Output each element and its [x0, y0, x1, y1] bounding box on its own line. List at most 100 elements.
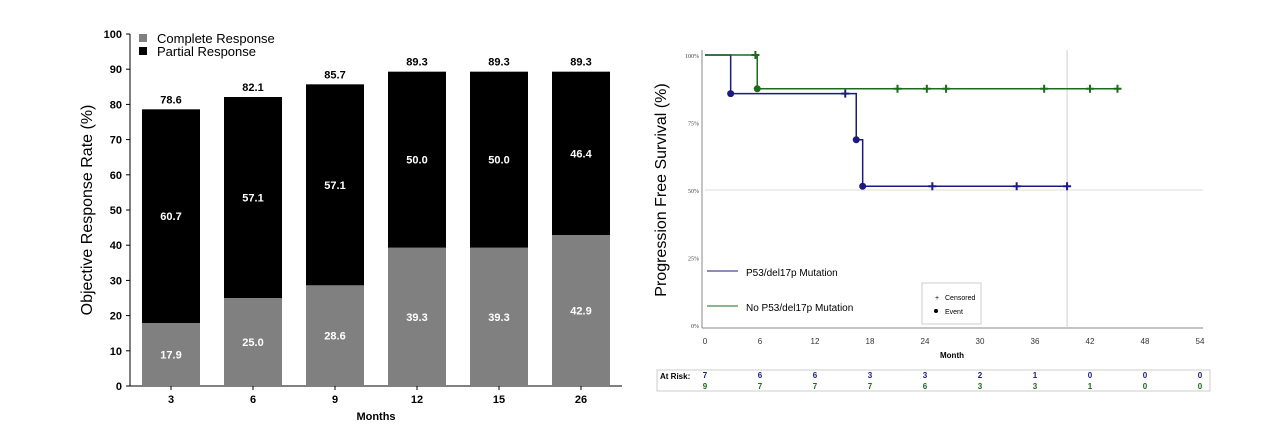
legend-swatch: [139, 47, 147, 55]
event-marker: [859, 182, 867, 190]
data-label: 28.6: [324, 331, 345, 343]
data-label: 42.9: [570, 305, 591, 317]
y-tick-label: 70: [110, 135, 122, 147]
x-tick-label: 6: [758, 337, 763, 346]
total-label: 78.6: [160, 94, 181, 106]
x-tick-label: 0: [703, 337, 708, 346]
total-label: 82.1: [242, 82, 263, 94]
total-label: 89.3: [488, 57, 509, 69]
bar-complete: [306, 285, 364, 386]
data-label: 39.3: [488, 312, 509, 324]
x-tick-label: 30: [976, 337, 985, 346]
censored-marker: [942, 84, 951, 93]
bar-partial: [552, 71, 610, 235]
at-risk-value: 9: [703, 382, 708, 391]
data-label: 25.0: [242, 337, 263, 349]
x-tick-label: 6: [250, 394, 256, 406]
data-label: 50.0: [406, 155, 427, 167]
at-risk-value: 3: [868, 371, 873, 380]
y-tick-label: 0: [116, 381, 122, 393]
censored-marker: [1012, 182, 1021, 191]
legend-label: P53/del17p Mutation: [746, 268, 838, 279]
bar-complete: [224, 298, 282, 386]
marker-legend-event: Event: [945, 309, 963, 316]
censored-marker: [1040, 84, 1049, 93]
data-label: 57.1: [242, 193, 263, 205]
y-tick-label: 50: [110, 205, 122, 217]
y-tick-label: 100: [104, 29, 122, 41]
y-tick-label: 25%: [688, 257, 699, 263]
censored-marker: [751, 51, 760, 59]
bar-complete: [470, 247, 528, 386]
censored-marker: [922, 84, 931, 93]
at-risk-value: 6: [813, 371, 818, 380]
legend-label: No P53/del17p Mutation: [746, 303, 853, 314]
censored-marker: [893, 84, 902, 93]
at-risk-value: 7: [758, 382, 763, 391]
y-tick-label: 50%: [688, 189, 699, 195]
x-axis-title: Months: [356, 411, 395, 423]
data-label: 39.3: [406, 312, 427, 324]
x-tick-label: 18: [866, 337, 875, 346]
y-tick-label: 10: [110, 346, 122, 358]
x-tick-label: 48: [1141, 337, 1150, 346]
data-label: 17.9: [160, 349, 181, 361]
y-tick-label: 60: [110, 170, 122, 182]
y-tick-label: 20: [110, 311, 122, 323]
legend-label: Partial Response: [157, 44, 256, 59]
y-tick-label: 100%: [685, 54, 699, 60]
y-tick-label: 80: [110, 99, 122, 111]
at-risk-value: 3: [1033, 382, 1038, 391]
at-risk-value: 0: [1143, 382, 1148, 391]
at-risk-value: 7: [703, 371, 708, 380]
x-tick-label: 9: [332, 394, 338, 406]
x-tick-label: 3: [168, 394, 174, 406]
y-tick-label: 40: [110, 240, 122, 252]
at-risk-value: 1: [1033, 371, 1038, 380]
event-marker: [852, 136, 860, 144]
bar-complete: [388, 247, 446, 386]
bar-partial: [470, 71, 528, 248]
at-risk-table: [656, 369, 1211, 392]
y-tick-label: 30: [110, 275, 122, 287]
at-risk-value: 6: [758, 371, 763, 380]
at-risk-value: 0: [1198, 371, 1203, 380]
bar-partial: [306, 84, 364, 286]
x-tick-label: 12: [411, 394, 423, 406]
bar-complete: [142, 322, 200, 386]
x-tick-label: 24: [921, 337, 930, 346]
event-symbol: [934, 309, 938, 313]
at-risk-value: 7: [813, 382, 818, 391]
marker-legend-box: [921, 282, 982, 325]
total-label: 85.7: [324, 69, 345, 81]
event-marker: [753, 85, 761, 93]
event-marker: [727, 90, 735, 98]
data-label: 46.4: [570, 148, 592, 160]
x-tick-label: 42: [1086, 337, 1095, 346]
y-axis-title: Objective Response Rate (%): [79, 105, 96, 316]
at-risk-value: 2: [978, 371, 983, 380]
at-risk-value: 3: [923, 371, 928, 380]
at-risk-label: At Risk:: [660, 372, 690, 381]
at-risk-value: 6: [923, 382, 928, 391]
total-label: 89.3: [570, 57, 591, 69]
bar-partial: [388, 71, 446, 248]
at-risk-value: 1: [1088, 382, 1093, 391]
at-risk-value: 3: [978, 382, 983, 391]
marker-legend-censored: Censored: [945, 295, 975, 302]
x-tick-label: 26: [575, 394, 587, 406]
bar-complete: [552, 234, 610, 386]
legend-swatch: [139, 34, 147, 42]
x-axis-title: Month: [940, 351, 964, 360]
bar-partial: [224, 97, 282, 299]
y-tick-label: 75%: [688, 122, 699, 128]
x-tick-label: 36: [1031, 337, 1040, 346]
censored-marker: [1086, 84, 1094, 93]
censored-marker: [841, 89, 850, 98]
x-tick-label: 15: [493, 394, 505, 406]
data-label: 60.7: [160, 211, 181, 223]
censored-marker: [1063, 182, 1072, 191]
data-label: 57.1: [324, 180, 345, 192]
survival-curve: [705, 54, 1118, 90]
